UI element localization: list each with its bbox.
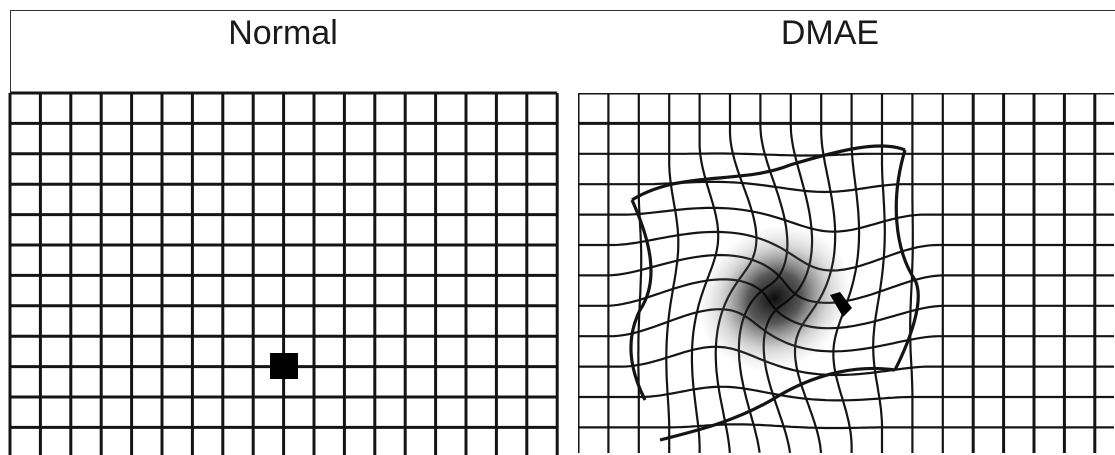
normal-title: Normal — [228, 14, 338, 52]
dmae-dark-spot — [830, 292, 852, 317]
grid-line-vertical — [637, 93, 643, 453]
grid-line-horizontal — [578, 206, 1114, 233]
grid-line-horizontal — [578, 230, 1114, 272]
distortion-boundary — [629, 199, 653, 401]
normal-amsler-grid — [8, 91, 559, 455]
grid-line-vertical — [665, 93, 680, 453]
dmae-title: DMAE — [780, 14, 880, 52]
grid-line-horizontal — [578, 152, 1114, 157]
distortion-boundary — [631, 144, 906, 202]
grid-line-horizontal — [578, 308, 1114, 353]
normal-dark-spot — [270, 353, 298, 379]
distortion-boundary — [893, 149, 920, 371]
grid-line-horizontal — [578, 385, 1114, 402]
dmae-central-blur — [698, 224, 852, 372]
distortion-boundary — [659, 366, 896, 442]
grid-line-horizontal — [578, 423, 1114, 430]
